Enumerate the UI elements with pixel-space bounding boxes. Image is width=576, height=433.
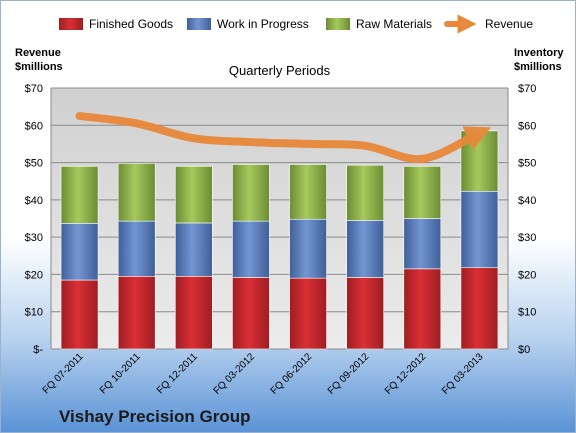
right-tick-label: $40 <box>518 195 536 207</box>
bar-segment-work-in-progress <box>289 218 327 279</box>
plot-area: $- $0 $10 $10 $20 $20 $30 $30 $40 $40 $50 $50 $60 $60… <box>25 63 537 397</box>
bar-segment-finished-goods <box>175 275 213 350</box>
bar-segment-raw-materials <box>175 166 213 224</box>
bar-segment-finished-goods <box>60 279 99 350</box>
right-axis-title-line2: $millions <box>514 61 562 73</box>
right-tick-label: $30 <box>518 232 536 244</box>
bar-segment-work-in-progress <box>60 223 99 281</box>
left-tick-label: $20 <box>25 269 43 281</box>
left-axis-title-line2: $millions <box>15 61 63 73</box>
right-axis-title-line1: Inventory <box>514 47 564 59</box>
left-tick-label: $70 <box>25 83 43 95</box>
bar-segment-work-in-progress <box>460 190 499 269</box>
legend-swatch-raw-materials <box>326 18 350 30</box>
legend-swatch-finished-goods <box>59 18 83 30</box>
legend-label-finished-goods: Finished Goods <box>89 17 173 31</box>
bar-segment-raw-materials <box>346 164 384 221</box>
left-tick-label: $30 <box>25 232 43 244</box>
bar-segment-finished-goods <box>346 277 384 350</box>
bar-segment-work-in-progress <box>175 222 213 277</box>
bar-segment-raw-materials <box>232 164 270 222</box>
category-label: FQ 03-2012 <box>212 351 258 397</box>
category-label: FQ 07-2011 <box>41 351 86 396</box>
chart-subtitle: Quarterly Periods <box>229 63 331 78</box>
bar-segment-finished-goods <box>232 277 270 350</box>
bar-segment-raw-materials <box>403 166 442 219</box>
legend-label-revenue: Revenue <box>485 17 533 31</box>
right-tick-label: $10 <box>518 307 536 319</box>
legend-label-work-in-progress: Work in Progress <box>217 17 309 31</box>
category-label: FQ 09-2012 <box>326 351 372 397</box>
bar-segment-raw-materials <box>289 164 327 220</box>
left-tick-label: $40 <box>25 195 43 207</box>
legend-label-raw-materials: Raw Materials <box>356 17 432 31</box>
left-tick-label: $60 <box>25 120 43 132</box>
bar-segment-work-in-progress <box>403 218 442 270</box>
bar-segment-work-in-progress <box>346 220 384 278</box>
legend: Finished Goods Work in Progress Raw Mate… <box>59 14 533 34</box>
right-tick-label: $50 <box>518 158 536 170</box>
right-tick-label: $20 <box>518 269 536 281</box>
bar-segment-finished-goods <box>117 275 156 350</box>
category-label: FQ 06-2012 <box>269 351 315 397</box>
right-tick-label: $60 <box>518 120 536 132</box>
category-label: FQ 10-2011 <box>98 351 143 396</box>
chart-title: Vishay Precision Group <box>59 407 250 426</box>
category-label: FQ 03-2013 <box>440 351 486 397</box>
bar-segment-finished-goods <box>460 267 499 350</box>
category-label: FQ 12-2011 <box>155 351 200 396</box>
right-tick-label: $0 <box>518 344 530 356</box>
legend-swatch-work-in-progress <box>187 18 211 30</box>
left-tick-label: $50 <box>25 158 43 170</box>
right-tick-label: $70 <box>518 83 536 95</box>
category-label: FQ 12-2012 <box>383 351 429 397</box>
left-tick-label: $10 <box>25 307 43 319</box>
bar-segment-work-in-progress <box>117 220 156 277</box>
bar-segment-work-in-progress <box>232 220 270 278</box>
bar-segment-raw-materials <box>60 166 99 224</box>
revenue-line <box>75 111 492 164</box>
bar-segment-finished-goods <box>403 268 442 350</box>
left-axis-title-line1: Revenue <box>15 47 61 59</box>
bar-segment-raw-materials <box>117 163 156 222</box>
bar-segment-finished-goods <box>289 277 327 350</box>
left-tick-label: $- <box>33 344 43 356</box>
